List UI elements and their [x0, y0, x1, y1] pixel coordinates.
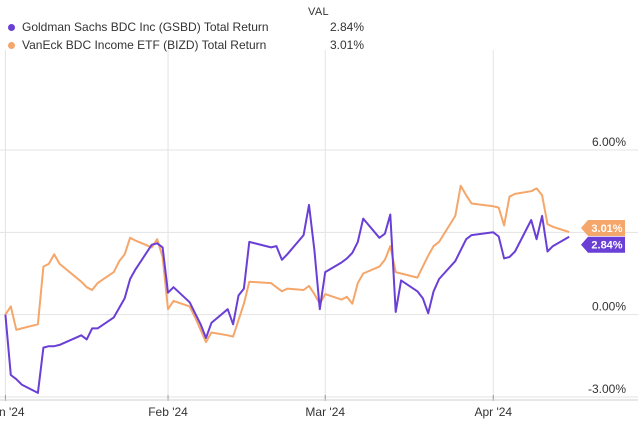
x-tick-label: Apr '24 — [474, 405, 512, 419]
end-value-tag-gsbd — [581, 236, 625, 253]
y-tick-label: 6.00% — [592, 135, 626, 149]
y-tick-label: -3.00% — [588, 382, 626, 396]
x-tick-label: Mar '24 — [305, 405, 345, 419]
legend-label-gsbd: Goldman Sachs BDC Inc (GSBD) Total Retur… — [22, 20, 269, 34]
end-value-label-gsbd: 2.84% — [591, 240, 622, 252]
x-tick-label: Jan '24 — [0, 405, 25, 419]
series-line-bizd — [4, 184, 570, 344]
y-tick-label: 0.00% — [592, 300, 626, 314]
legend-swatch-gsbd — [8, 24, 15, 31]
x-tick-label: Feb '24 — [148, 405, 188, 419]
legend-value-header: VAL — [308, 6, 329, 18]
legend-value-gsbd: 2.84% — [329, 20, 364, 34]
series-line-gsbd — [4, 203, 570, 394]
chart-legend: VAL Goldman Sachs BDC Inc (GSBD) Total R… — [8, 4, 368, 54]
legend-item-bizd[interactable]: VanEck BDC Income ETF (BIZD) Total Retur… — [8, 36, 368, 54]
legend-item-gsbd[interactable]: Goldman Sachs BDC Inc (GSBD) Total Retur… — [8, 18, 368, 36]
legend-swatch-bizd — [8, 42, 15, 49]
end-value-tag-bizd — [581, 220, 625, 237]
legend-label-bizd: VanEck BDC Income ETF (BIZD) Total Retur… — [22, 38, 267, 52]
end-value-label-bizd: 3.01% — [591, 223, 622, 235]
legend-value-bizd: 3.01% — [329, 38, 364, 52]
